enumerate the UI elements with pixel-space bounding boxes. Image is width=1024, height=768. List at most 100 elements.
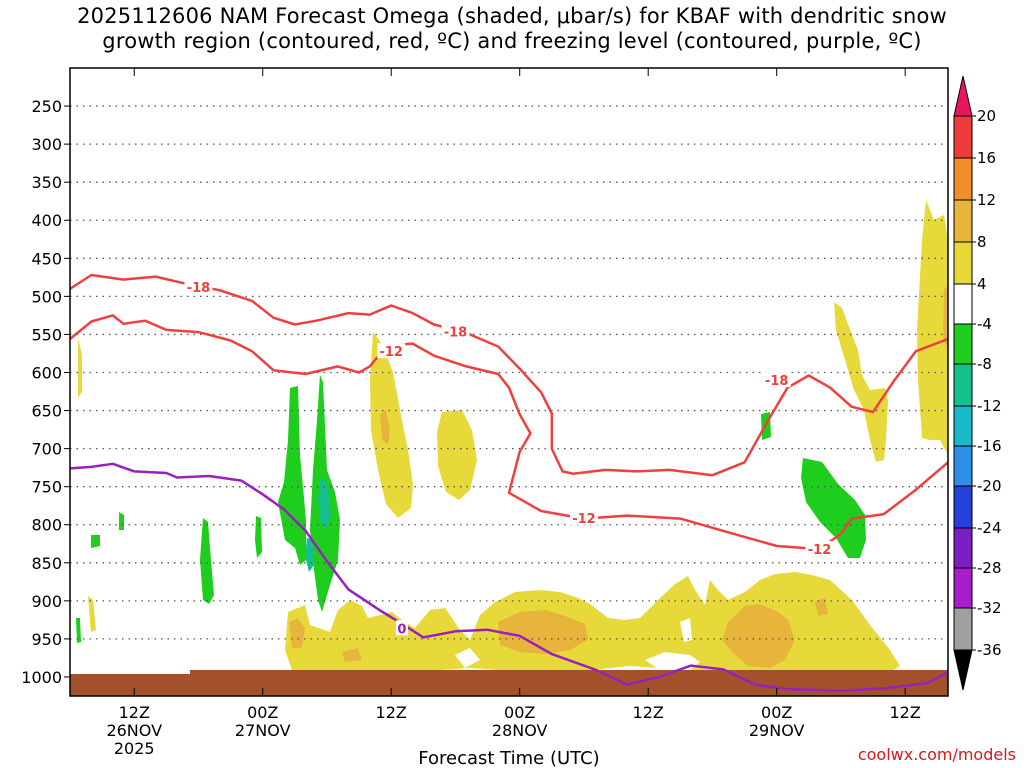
x-date-label: 29NOV [749, 721, 805, 740]
omega-area-yellow-5 [834, 302, 888, 462]
x-year-label: 2025 [114, 739, 155, 758]
x-tick-label: 12Z [376, 703, 407, 722]
colorbar: 20 16 12 8 4 -4 -8 -12 -16 -20 -24 -28 -32 -36 [953, 75, 1002, 691]
colorbar-label: 8 [977, 233, 987, 251]
colorbar-label: -12 [977, 397, 1002, 415]
x-date-label: 27NOV [235, 721, 291, 740]
x-tick-label: 00Z [504, 703, 535, 722]
contour-label-bg [762, 372, 791, 388]
y-tick-label: 750 [31, 478, 62, 497]
colorbar-segment [953, 283, 973, 325]
omega-area-green-6 [119, 512, 124, 530]
omega-area-orange-2 [722, 604, 795, 668]
x-date-label: 26NOV [106, 721, 162, 740]
colorbar-segment [953, 199, 973, 243]
omega-area-green-9 [801, 458, 866, 558]
y-tick-label: 1000 [21, 668, 62, 687]
colorbar-segment [953, 241, 973, 285]
omega-area-orange-3 [380, 410, 390, 445]
plot-frame [69, 67, 949, 697]
y-tick-label: 300 [31, 135, 62, 154]
omega-area-orange-4 [289, 618, 305, 648]
y-tick-label: 600 [31, 363, 62, 382]
colorbar-label: -36 [977, 641, 1002, 659]
contour-label-bg [377, 343, 406, 359]
omega-area-green-4 [255, 516, 262, 558]
colorbar-label: -24 [977, 519, 1002, 537]
omega-area-yellow-1 [78, 338, 82, 398]
omega-area-green-5 [91, 535, 100, 548]
contour-label: -18 [765, 374, 789, 389]
omega-area-orange-6 [342, 648, 362, 662]
y-tick-label: 400 [31, 211, 62, 230]
omega-gap-3 [455, 648, 480, 668]
colorbar-segment [953, 567, 973, 609]
colorbar-segment [953, 363, 973, 407]
y-tick-label: 900 [31, 592, 62, 611]
y-tick-label: 500 [31, 287, 62, 306]
x-tick-label: 00Z [247, 703, 278, 722]
x-tick-label: 12Z [119, 703, 150, 722]
y-tick-label: 350 [31, 173, 62, 192]
omega-area-yellow-6 [917, 200, 948, 455]
colorbar-label: -20 [977, 477, 1002, 495]
colorbar-segment [953, 405, 973, 447]
colorbar-label: 4 [977, 275, 987, 293]
contour-label: 0 [397, 622, 406, 637]
contour-label-bg [569, 509, 598, 525]
contour-label: -18 [187, 281, 211, 296]
y-axis: 250 300 350 400 450 500 550 600 650 700 750 800 850 9… [21, 97, 70, 687]
omega-gap-2 [680, 618, 692, 642]
y-tick-label: 800 [31, 516, 62, 535]
omega-area-orange-1 [498, 610, 588, 654]
contour-label-bg [395, 620, 408, 636]
colorbar-segment [953, 323, 973, 365]
omega-area-yellow-3 [370, 332, 413, 518]
omega-gap-1 [645, 652, 700, 670]
contour-label: -12 [808, 543, 832, 558]
x-axis-title: Forecast Time (UTC) [418, 748, 599, 768]
colorbar-label: 20 [977, 107, 996, 125]
omega-area-orange-7 [815, 598, 828, 616]
colorbar-label: -16 [977, 437, 1002, 455]
y-tick-label: 650 [31, 402, 62, 421]
omega-area-teal-1 [318, 478, 331, 530]
omega-shading [76, 200, 948, 672]
contour-label: -12 [379, 345, 403, 360]
x-date-label: 28NOV [492, 721, 548, 740]
title-line-2: growth region (contoured, red, ºC) and f… [102, 29, 922, 53]
colorbar-label: -28 [977, 559, 1002, 577]
y-tick-label: 250 [31, 97, 62, 116]
chart-title: 2025112606 NAM Forecast Omega (shaded, μ… [0, 4, 1024, 54]
site-credit: coolwx.com/models [857, 745, 1016, 764]
omega-area-green-3 [200, 518, 214, 604]
omega-area-green-7 [76, 618, 81, 643]
contour-label: -12 [572, 512, 596, 527]
colorbar-bottom-arrow [953, 649, 973, 691]
colorbar-top-arrow [953, 75, 973, 117]
colorbar-segment [953, 527, 973, 569]
contour-label: -18 [444, 325, 468, 340]
omega-area-green-1 [278, 386, 306, 565]
title-line-1: 2025112606 NAM Forecast Omega (shaded, μ… [77, 4, 947, 28]
colorbar-segment [953, 607, 973, 651]
contour-line-0 [70, 273, 948, 477]
omega-area-yellow-2 [88, 596, 96, 632]
colorbar-label: 12 [977, 191, 996, 209]
contour-label-bg [441, 323, 470, 339]
y-tick-label: 550 [31, 325, 62, 344]
contour-label-bg [805, 541, 834, 557]
omega-area-yellow-4 [437, 410, 477, 500]
colorbar-segment [953, 157, 973, 201]
omega-area-orange-5 [943, 285, 948, 348]
colorbar-segment [953, 115, 973, 159]
temperature-contours: -18 -18 -18 -12 -12 -12 0 [70, 273, 948, 692]
contour-label-bg [184, 279, 213, 295]
colorbar-label: -32 [977, 599, 1002, 617]
colorbar-segment [953, 445, 973, 487]
ground-terrain [70, 670, 948, 696]
contour-line-2 [70, 462, 948, 692]
colorbar-segment [953, 485, 973, 529]
